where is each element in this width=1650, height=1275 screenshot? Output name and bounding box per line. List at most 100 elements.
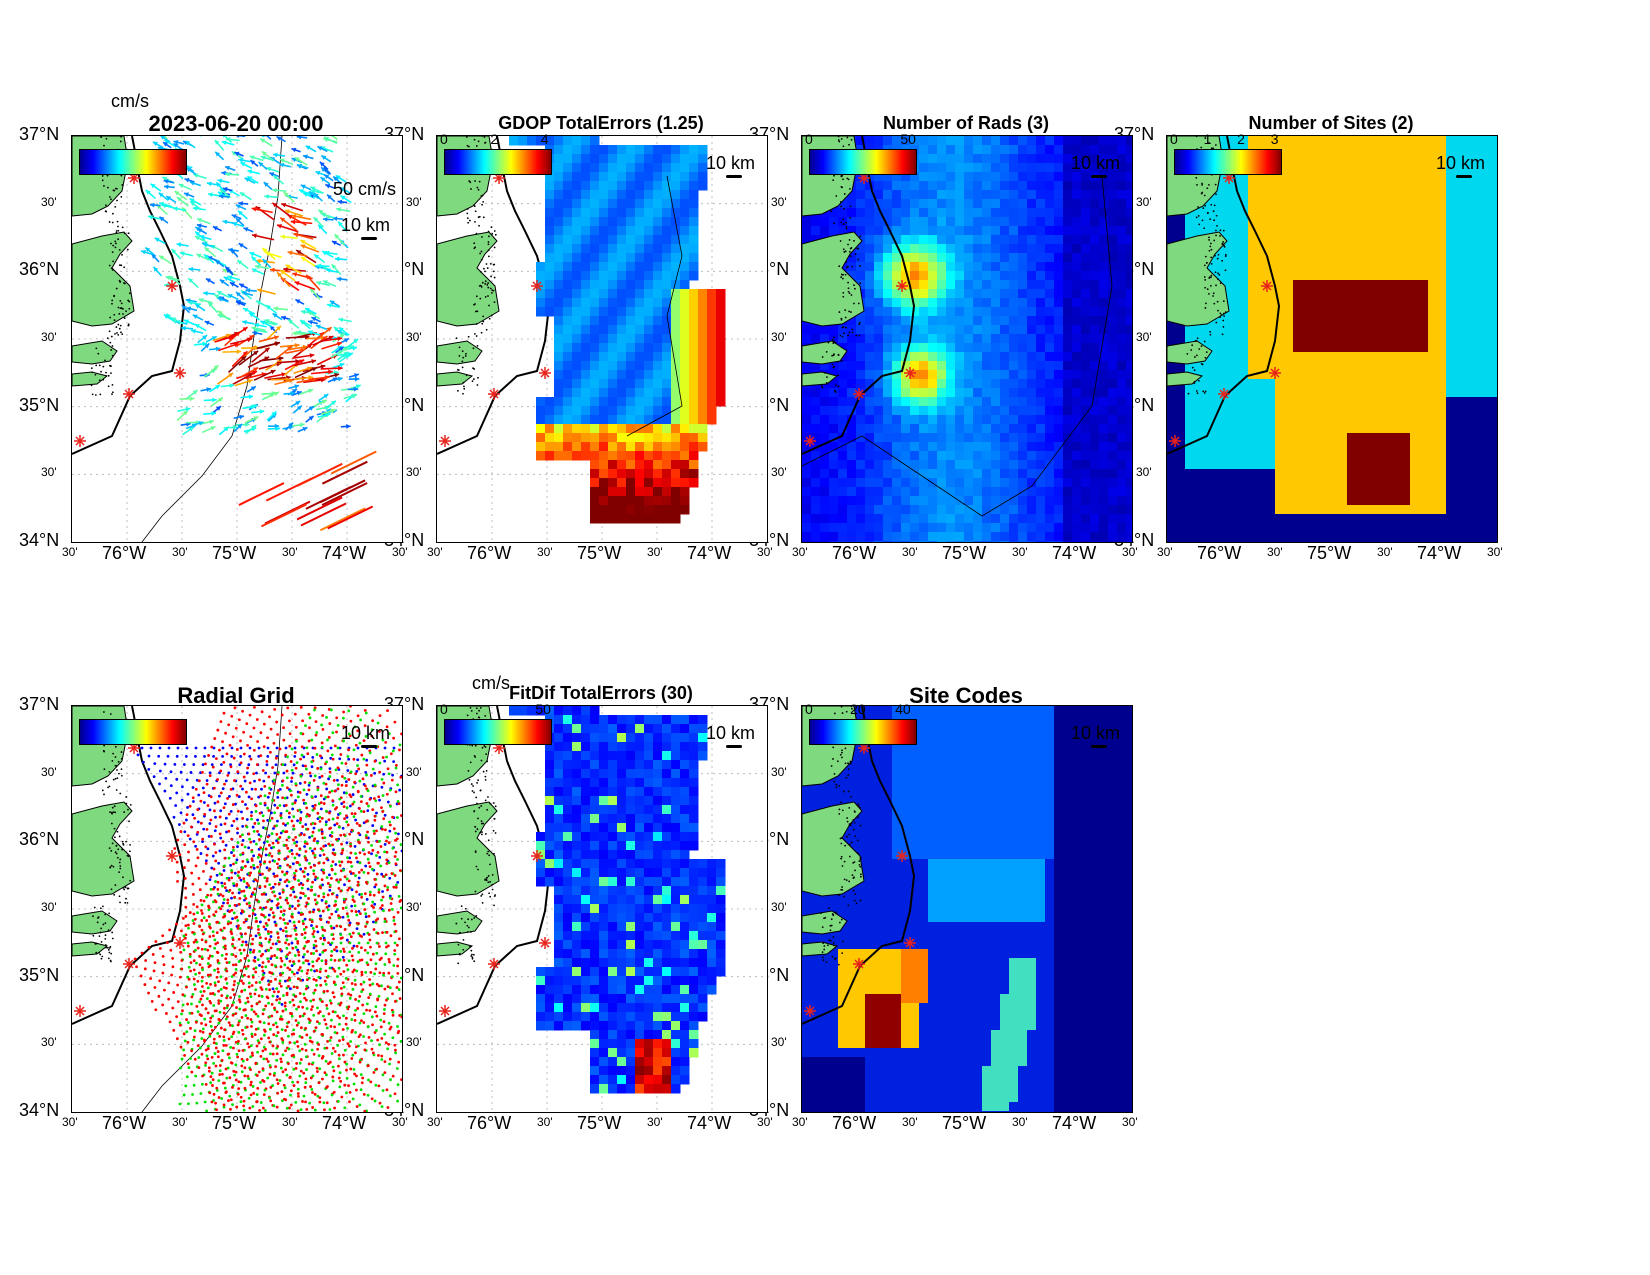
lon-tick-label: 30' bbox=[392, 1115, 408, 1129]
site-marker bbox=[853, 388, 865, 400]
lat-tick-label: 36°N bbox=[19, 259, 60, 280]
colorbar-tick: 50 bbox=[535, 701, 551, 717]
panel-title: Radial Grid bbox=[177, 683, 295, 708]
lat-tick-label: 30' bbox=[1136, 330, 1152, 344]
colorbar bbox=[444, 719, 552, 745]
colorbar bbox=[79, 719, 187, 745]
lat-tick-label: 30' bbox=[41, 465, 57, 480]
lat-tick-label: 30' bbox=[41, 194, 57, 209]
site-marker bbox=[896, 850, 908, 862]
lat-tick-label: 30' bbox=[406, 194, 422, 209]
scale-bar bbox=[1091, 745, 1107, 748]
colorbar bbox=[809, 149, 917, 175]
lon-tick-label: 30' bbox=[757, 1115, 773, 1129]
colorbar-tick: 0 bbox=[440, 701, 448, 717]
map-canvas bbox=[72, 706, 402, 1112]
site-marker bbox=[853, 958, 865, 970]
colorbar-tick: 0 bbox=[440, 131, 448, 147]
site-marker bbox=[123, 958, 135, 970]
lon-tick-label: 30' bbox=[172, 1115, 188, 1129]
lon-tick-label: 75°W bbox=[577, 543, 622, 563]
colorbar-tick: 0 bbox=[805, 701, 813, 717]
site-marker bbox=[904, 937, 916, 949]
colorbar-tick: 40 bbox=[895, 701, 911, 717]
lat-tick-label: 34°N bbox=[19, 1100, 60, 1120]
scale-label: 10 km bbox=[706, 153, 756, 173]
scale-label: 10 km bbox=[706, 723, 756, 743]
lon-tick-label: 76°W bbox=[102, 1113, 147, 1133]
colorbar-tick: 4 bbox=[540, 131, 549, 147]
colorbar-tick: 2 bbox=[1237, 131, 1245, 147]
lon-tick-label: 30' bbox=[902, 1115, 918, 1129]
lon-tick-label: 75°W bbox=[212, 543, 257, 563]
vector-scale-label: 50 cm/s bbox=[333, 179, 397, 199]
lon-tick-label: 30' bbox=[1157, 545, 1173, 559]
scale-label: 10 km bbox=[341, 723, 391, 743]
map-plot bbox=[801, 135, 1133, 543]
site-marker bbox=[531, 850, 543, 862]
site-marker bbox=[1223, 172, 1235, 184]
map-plot bbox=[1166, 135, 1498, 543]
site-marker bbox=[166, 280, 178, 292]
lon-tick-label: 30' bbox=[1012, 545, 1028, 559]
lon-tick-label: 76°W bbox=[1197, 543, 1242, 563]
lat-tick-label: 30' bbox=[771, 1035, 787, 1050]
site-marker bbox=[1261, 280, 1273, 292]
lon-tick-label: 74°W bbox=[687, 1113, 732, 1133]
site-marker bbox=[493, 742, 505, 754]
lat-tick-label: 30' bbox=[41, 764, 57, 779]
lon-tick-label: 30' bbox=[1267, 545, 1283, 559]
lon-tick-label: 30' bbox=[1122, 1115, 1138, 1129]
lon-tick-label: 30' bbox=[1487, 545, 1503, 559]
map-plot bbox=[801, 705, 1133, 1113]
panel-title: FitDif TotalErrors (30) bbox=[509, 683, 693, 703]
lat-tick-label: 30' bbox=[41, 900, 57, 914]
lon-tick-label: 76°W bbox=[832, 543, 877, 563]
lon-tick-label: 74°W bbox=[1052, 1113, 1097, 1133]
lon-tick-label: 30' bbox=[172, 545, 188, 559]
colorbar-unit: cm/s bbox=[111, 91, 149, 111]
site-marker bbox=[439, 435, 451, 447]
lon-tick-label: 30' bbox=[1012, 1115, 1028, 1129]
scale-label: 10 km bbox=[1436, 153, 1486, 173]
colorbar bbox=[1174, 149, 1282, 175]
lon-tick-label: 30' bbox=[792, 545, 808, 559]
site-marker bbox=[74, 1005, 86, 1017]
site-marker bbox=[804, 435, 816, 447]
scale-bar bbox=[1456, 175, 1472, 178]
lat-tick-label: 34°N bbox=[19, 530, 60, 550]
site-marker bbox=[174, 937, 186, 949]
lon-tick-label: 75°W bbox=[1307, 543, 1352, 563]
site-marker bbox=[1218, 388, 1230, 400]
scale-bar bbox=[361, 237, 377, 240]
lat-tick-label: 30' bbox=[406, 465, 422, 480]
lon-tick-label: 74°W bbox=[322, 543, 367, 563]
site-marker bbox=[488, 388, 500, 400]
site-marker bbox=[493, 172, 505, 184]
lat-tick-label: 30' bbox=[406, 900, 422, 914]
map-plot bbox=[436, 705, 768, 1113]
lat-tick-label: 30' bbox=[1136, 465, 1152, 480]
lon-tick-label: 75°W bbox=[942, 543, 987, 563]
lat-tick-label: 37°N bbox=[19, 124, 60, 144]
scale-bar bbox=[361, 745, 377, 748]
site-marker bbox=[539, 367, 551, 379]
scale-label: 10 km bbox=[341, 215, 391, 235]
scale-bar bbox=[726, 745, 742, 748]
site-marker bbox=[488, 958, 500, 970]
colorbar-unit: cm/s bbox=[472, 673, 510, 693]
colorbar bbox=[444, 149, 552, 175]
colorbar-tick: 2 bbox=[490, 131, 499, 147]
colorbar-tick: 1 bbox=[1203, 131, 1212, 147]
colorbar-tick: 20 bbox=[850, 701, 866, 717]
lon-tick-label: 30' bbox=[282, 1115, 298, 1129]
panel-title: Number of Sites (2) bbox=[1248, 113, 1414, 133]
lon-tick-label: 30' bbox=[647, 545, 663, 559]
panel-title: 2023-06-20 00:00 bbox=[148, 111, 324, 136]
panel-title: GDOP TotalErrors (1.25) bbox=[498, 113, 704, 133]
lat-tick-label: 30' bbox=[1136, 194, 1152, 209]
lon-tick-label: 30' bbox=[62, 1115, 78, 1129]
lon-tick-label: 75°W bbox=[577, 1113, 622, 1133]
colorbar bbox=[809, 719, 917, 745]
lon-tick-label: 30' bbox=[757, 545, 773, 559]
